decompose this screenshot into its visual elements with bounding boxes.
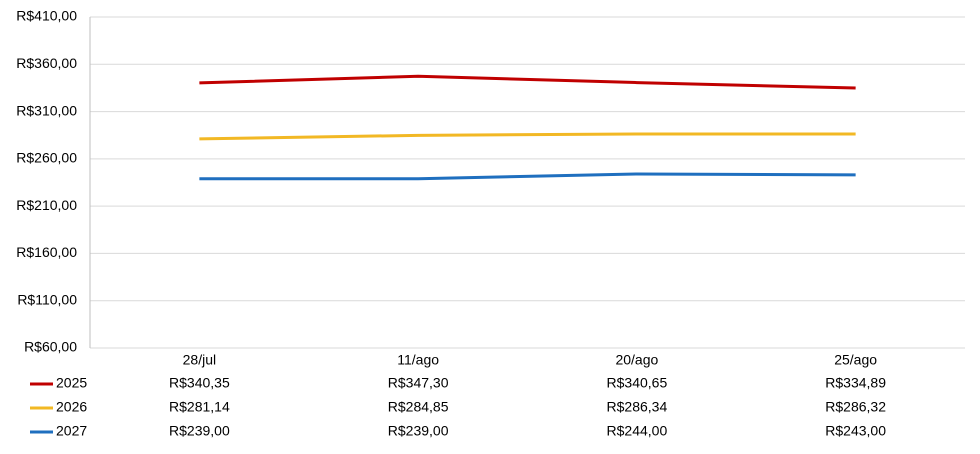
y-tick-label: R$410,00 xyxy=(16,8,77,24)
table-value: R$286,34 xyxy=(607,399,668,415)
legend-label: 2027 xyxy=(56,423,87,439)
table-value: R$281,14 xyxy=(169,399,230,415)
x-tick-label: 28/jul xyxy=(183,352,216,368)
series-line xyxy=(199,172,856,181)
table-value: R$347,30 xyxy=(388,375,449,391)
legend-label: 2026 xyxy=(56,399,87,415)
y-tick-label: R$260,00 xyxy=(16,150,77,166)
y-tick-label: R$310,00 xyxy=(16,102,77,118)
y-tick-label: R$60,00 xyxy=(24,339,77,355)
x-tick-label: 25/ago xyxy=(834,352,877,368)
y-tick-label: R$360,00 xyxy=(16,55,77,71)
y-tick-label: R$210,00 xyxy=(16,197,77,213)
y-tick-label: R$110,00 xyxy=(17,291,77,307)
series-line xyxy=(199,132,856,141)
table-value: R$239,00 xyxy=(388,423,449,439)
legend-label: 2025 xyxy=(56,375,87,391)
y-tick-label: R$160,00 xyxy=(16,244,77,260)
table-value: R$284,85 xyxy=(388,399,449,415)
table-value: R$334,89 xyxy=(825,375,886,391)
series-line xyxy=(199,74,856,90)
table-value: R$239,00 xyxy=(169,423,230,439)
table-value: R$244,00 xyxy=(607,423,668,439)
table-value: R$243,00 xyxy=(825,423,886,439)
table-value: R$340,35 xyxy=(169,375,230,391)
x-tick-label: 20/ago xyxy=(615,352,658,368)
table-value: R$286,32 xyxy=(825,399,886,415)
x-tick-label: 11/ago xyxy=(397,352,439,368)
table-value: R$340,65 xyxy=(607,375,668,391)
